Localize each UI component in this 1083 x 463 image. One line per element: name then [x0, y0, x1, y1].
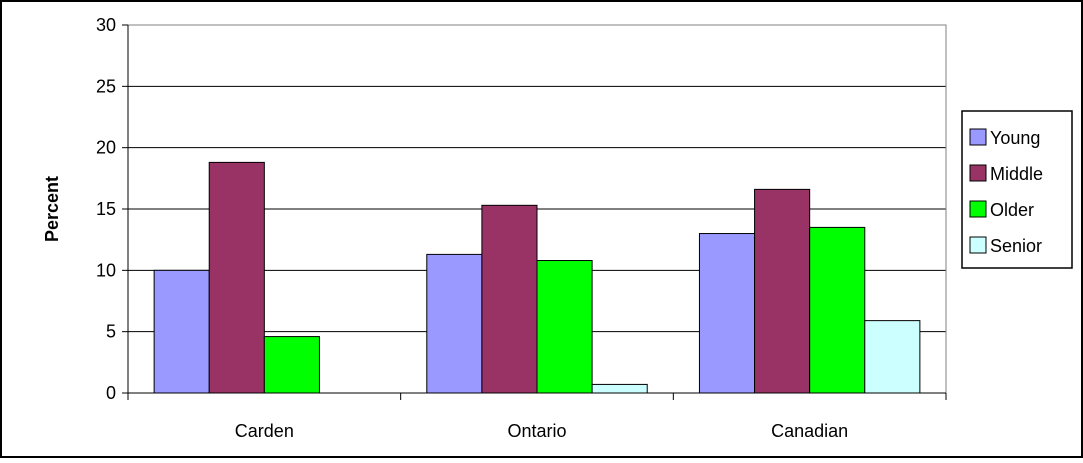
y-tick-label: 10 — [96, 260, 116, 280]
y-tick-label: 30 — [96, 15, 116, 35]
bar-young-ontario — [426, 253, 483, 394]
legend-label-senior: Senior — [990, 236, 1042, 256]
legend-swatch-middle — [969, 164, 987, 182]
legend-swatch-older — [969, 200, 987, 218]
bar-young-carden — [153, 269, 210, 394]
bar-senior-canadian — [864, 320, 921, 394]
x-tick-label-ontario: Ontario — [507, 421, 566, 441]
y-axis-ticks: 0 5 10 15 20 25 30 — [96, 15, 128, 403]
bar-middle-ontario — [481, 204, 538, 394]
bars — [153, 161, 921, 394]
legend-swatch-young — [969, 128, 987, 146]
bar-older-canadian — [809, 226, 866, 394]
legend-label-older: Older — [990, 200, 1034, 220]
bar-middle-canadian — [754, 188, 811, 394]
y-axis-label: Percent — [42, 176, 62, 242]
y-tick-label: 25 — [96, 76, 116, 96]
x-tick-label-carden: Carden — [235, 421, 294, 441]
bar-senior-ontario — [591, 383, 648, 394]
y-tick-label: 0 — [106, 383, 116, 403]
x-tick-label-canadian: Canadian — [771, 421, 848, 441]
y-tick-label: 20 — [96, 138, 116, 158]
bar-young-canadian — [698, 233, 756, 394]
bar-middle-carden — [208, 161, 265, 394]
legend-swatch-senior — [969, 236, 987, 254]
bar-older-carden — [263, 336, 320, 394]
y-tick-label: 15 — [96, 199, 116, 219]
legend: Young Middle Older Senior — [961, 110, 1073, 269]
bar-older-ontario — [536, 260, 593, 394]
legend-label-young: Young — [990, 128, 1040, 148]
x-axis-ticks: Carden Ontario Canadian — [127, 393, 947, 441]
y-tick-label: 5 — [106, 322, 116, 342]
legend-label-middle: Middle — [990, 164, 1043, 184]
